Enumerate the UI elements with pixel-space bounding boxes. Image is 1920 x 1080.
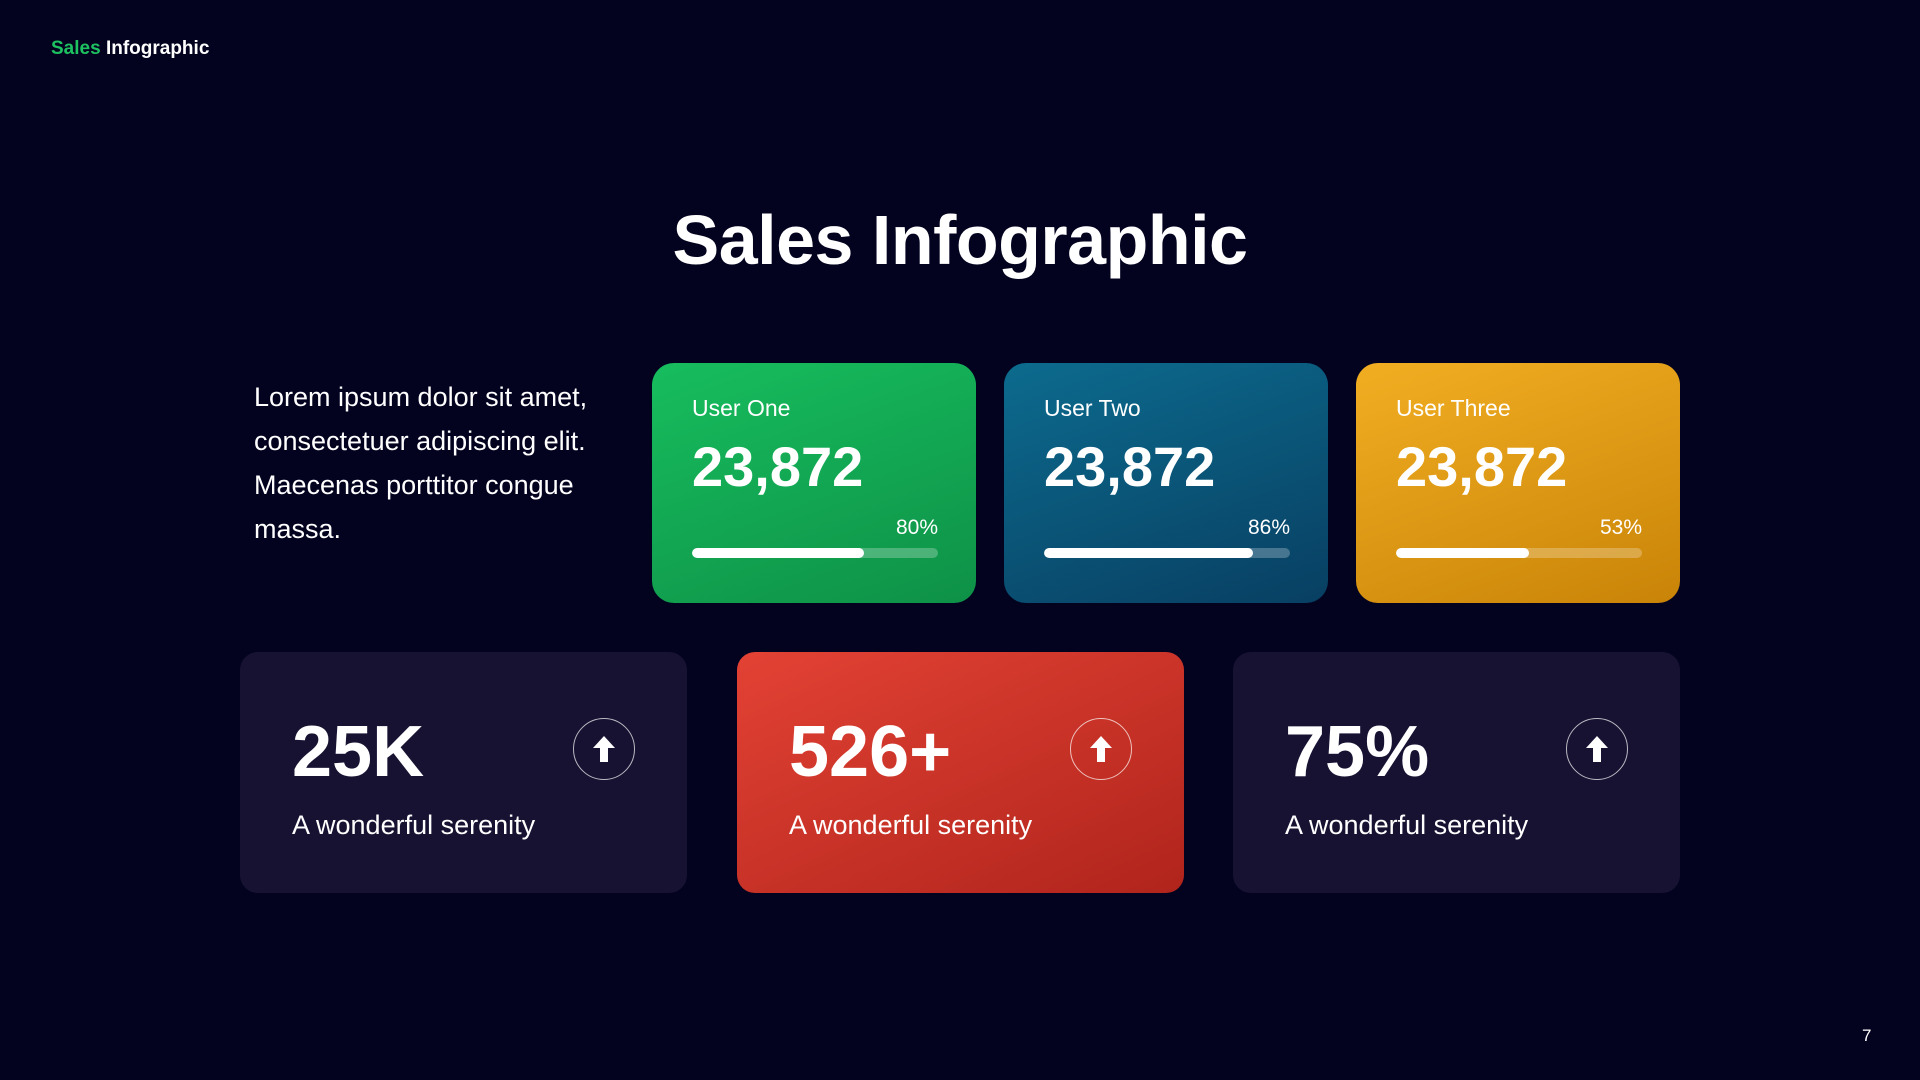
progress-fill [1044, 548, 1254, 558]
progress-fill [692, 548, 865, 558]
arrow-up-button[interactable] [1070, 718, 1132, 780]
user-value: 23,872 [1044, 435, 1216, 498]
brand-header: Sales Infographic [51, 38, 209, 60]
user-card-one: User One 23,872 80% [652, 363, 976, 603]
intro-text: Lorem ipsum dolor sit amet, consectetuer… [254, 382, 588, 544]
user-card-three: User Three 23,872 53% [1356, 363, 1680, 603]
stat-value: 526+ [789, 712, 952, 792]
arrow-up-icon [1090, 736, 1112, 762]
arrow-up-button[interactable] [1566, 718, 1628, 780]
user-name: User One [692, 395, 791, 421]
progress-track [1044, 548, 1290, 558]
progress-fill [1396, 548, 1529, 558]
stat-value: 25K [292, 712, 425, 792]
progress-track [1396, 548, 1642, 558]
arrow-up-button[interactable] [573, 718, 635, 780]
user-card-two: User Two 23,872 86% [1004, 363, 1328, 603]
user-name: User Two [1044, 395, 1141, 421]
stat-value: 75% [1285, 712, 1430, 792]
stat-caption: A wonderful serenity [1285, 810, 1529, 840]
user-value: 23,872 [1396, 435, 1568, 498]
user-percent: 80% [895, 516, 938, 539]
brand-accent: Sales [51, 38, 101, 59]
progress-track [692, 548, 938, 558]
stat-card-3: 75% A wonderful serenity [1233, 652, 1680, 893]
stat-caption: A wonderful serenity [789, 810, 1033, 840]
user-percent: 86% [1247, 516, 1290, 539]
user-value: 23,872 [692, 435, 864, 498]
brand-rest: Infographic [105, 38, 210, 59]
stat-caption: A wonderful serenity [292, 810, 536, 840]
arrow-up-icon [1586, 736, 1608, 762]
stat-card-1: 25K A wonderful serenity [240, 652, 687, 893]
user-name: User Three [1396, 395, 1511, 421]
page-number: 7 [1862, 1026, 1872, 1045]
arrow-up-icon [593, 736, 615, 762]
page-title: Sales Infographic [672, 201, 1248, 279]
user-percent: 53% [1599, 516, 1642, 539]
stat-card-2: 526+ A wonderful serenity [737, 652, 1184, 893]
